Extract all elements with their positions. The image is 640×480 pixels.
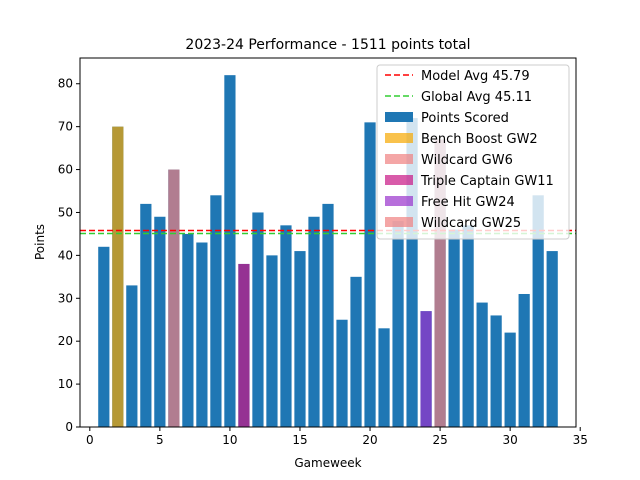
x-tick-label: 15 xyxy=(292,433,307,447)
y-tick-label: 40 xyxy=(58,248,73,262)
bar-gw3 xyxy=(126,285,138,427)
y-tick-label: 0 xyxy=(65,420,73,434)
bar-gw9 xyxy=(210,195,222,427)
legend-swatch xyxy=(385,112,413,122)
legend-label: Bench Boost GW2 xyxy=(421,132,538,147)
bar-gw31 xyxy=(518,293,530,427)
bar-gw7 xyxy=(182,233,194,427)
chip-bar-2 xyxy=(168,169,180,427)
y-tick-label: 60 xyxy=(58,163,73,177)
legend-box xyxy=(376,64,570,240)
y-tick-label: 20 xyxy=(58,334,73,348)
legend-label: Free Hit GW24 xyxy=(421,195,515,210)
bar-gw12 xyxy=(252,212,264,427)
bar-gw29 xyxy=(490,315,502,427)
bar-gw1 xyxy=(98,246,110,427)
x-tick-label: 20 xyxy=(362,433,377,447)
chip-bar-3 xyxy=(238,263,250,427)
bar-gw33 xyxy=(546,251,558,427)
x-tick-label: 10 xyxy=(222,433,237,447)
bar-gw5 xyxy=(154,216,166,427)
bar-gw20 xyxy=(364,122,376,427)
bar-gw28 xyxy=(476,302,488,427)
y-tick-label: 50 xyxy=(58,205,73,219)
bar-gw19 xyxy=(350,276,362,427)
bar-gw18 xyxy=(336,319,348,427)
legend-label: Triple Captain GW11 xyxy=(420,174,554,189)
legend-label: Wildcard GW25 xyxy=(421,216,521,231)
x-tick-label: 25 xyxy=(432,433,447,447)
chip-bar-4 xyxy=(420,311,432,427)
bar-gw27 xyxy=(462,225,474,427)
legend-swatch xyxy=(385,217,413,227)
bar-gw30 xyxy=(504,332,516,427)
y-tick-label: 80 xyxy=(58,77,73,91)
bar-gw26 xyxy=(448,229,460,427)
plot-area: 0 5 10 15 20 25 30 35 0 10 20 30 40 50 60 70 80 xyxy=(58,57,588,447)
axes-frame xyxy=(79,57,577,428)
x-tick-label: 5 xyxy=(156,433,164,447)
y-axis-label: Points xyxy=(33,224,47,260)
y-tick-label: 70 xyxy=(58,120,73,134)
bar-gw14 xyxy=(280,225,292,427)
legend-label: Model Avg 45.79 xyxy=(421,69,530,84)
chip-bar-5 xyxy=(434,139,446,427)
x-tick-label: 30 xyxy=(503,433,518,447)
chip-bar-1 xyxy=(112,126,124,428)
x-axis-label: Gameweek xyxy=(294,456,361,470)
legend-swatch xyxy=(385,154,413,164)
bar-gw22 xyxy=(392,221,404,427)
y-tick-label: 10 xyxy=(58,377,73,391)
legend-label: Global Avg 45.11 xyxy=(421,90,532,105)
bar-gw4 xyxy=(140,203,152,427)
x-tick-label: 0 xyxy=(86,433,94,447)
bar-gw32 xyxy=(532,195,544,427)
legend-swatch xyxy=(385,196,413,206)
legend: Model Avg 45.79 Global Avg 45.11 Points Sc… xyxy=(376,64,570,240)
legend-label: Wildcard GW6 xyxy=(421,153,513,168)
legend-swatch xyxy=(385,133,413,143)
legend-swatch xyxy=(385,175,413,185)
bar-gw15 xyxy=(294,251,306,427)
y-tick-label: 30 xyxy=(58,291,73,305)
bar-gw23 xyxy=(406,118,418,428)
bar-gw10 xyxy=(224,75,236,428)
bar-gw21 xyxy=(378,328,390,427)
bar-gw16 xyxy=(308,216,320,427)
x-tick-label: 35 xyxy=(573,433,588,447)
legend-label: Points Scored xyxy=(421,111,509,126)
bar-gw17 xyxy=(322,203,334,427)
chart-title: 2023-24 Performance - 1511 points total xyxy=(185,37,470,53)
bar-gw8 xyxy=(196,242,208,427)
bar-gw13 xyxy=(266,255,278,427)
